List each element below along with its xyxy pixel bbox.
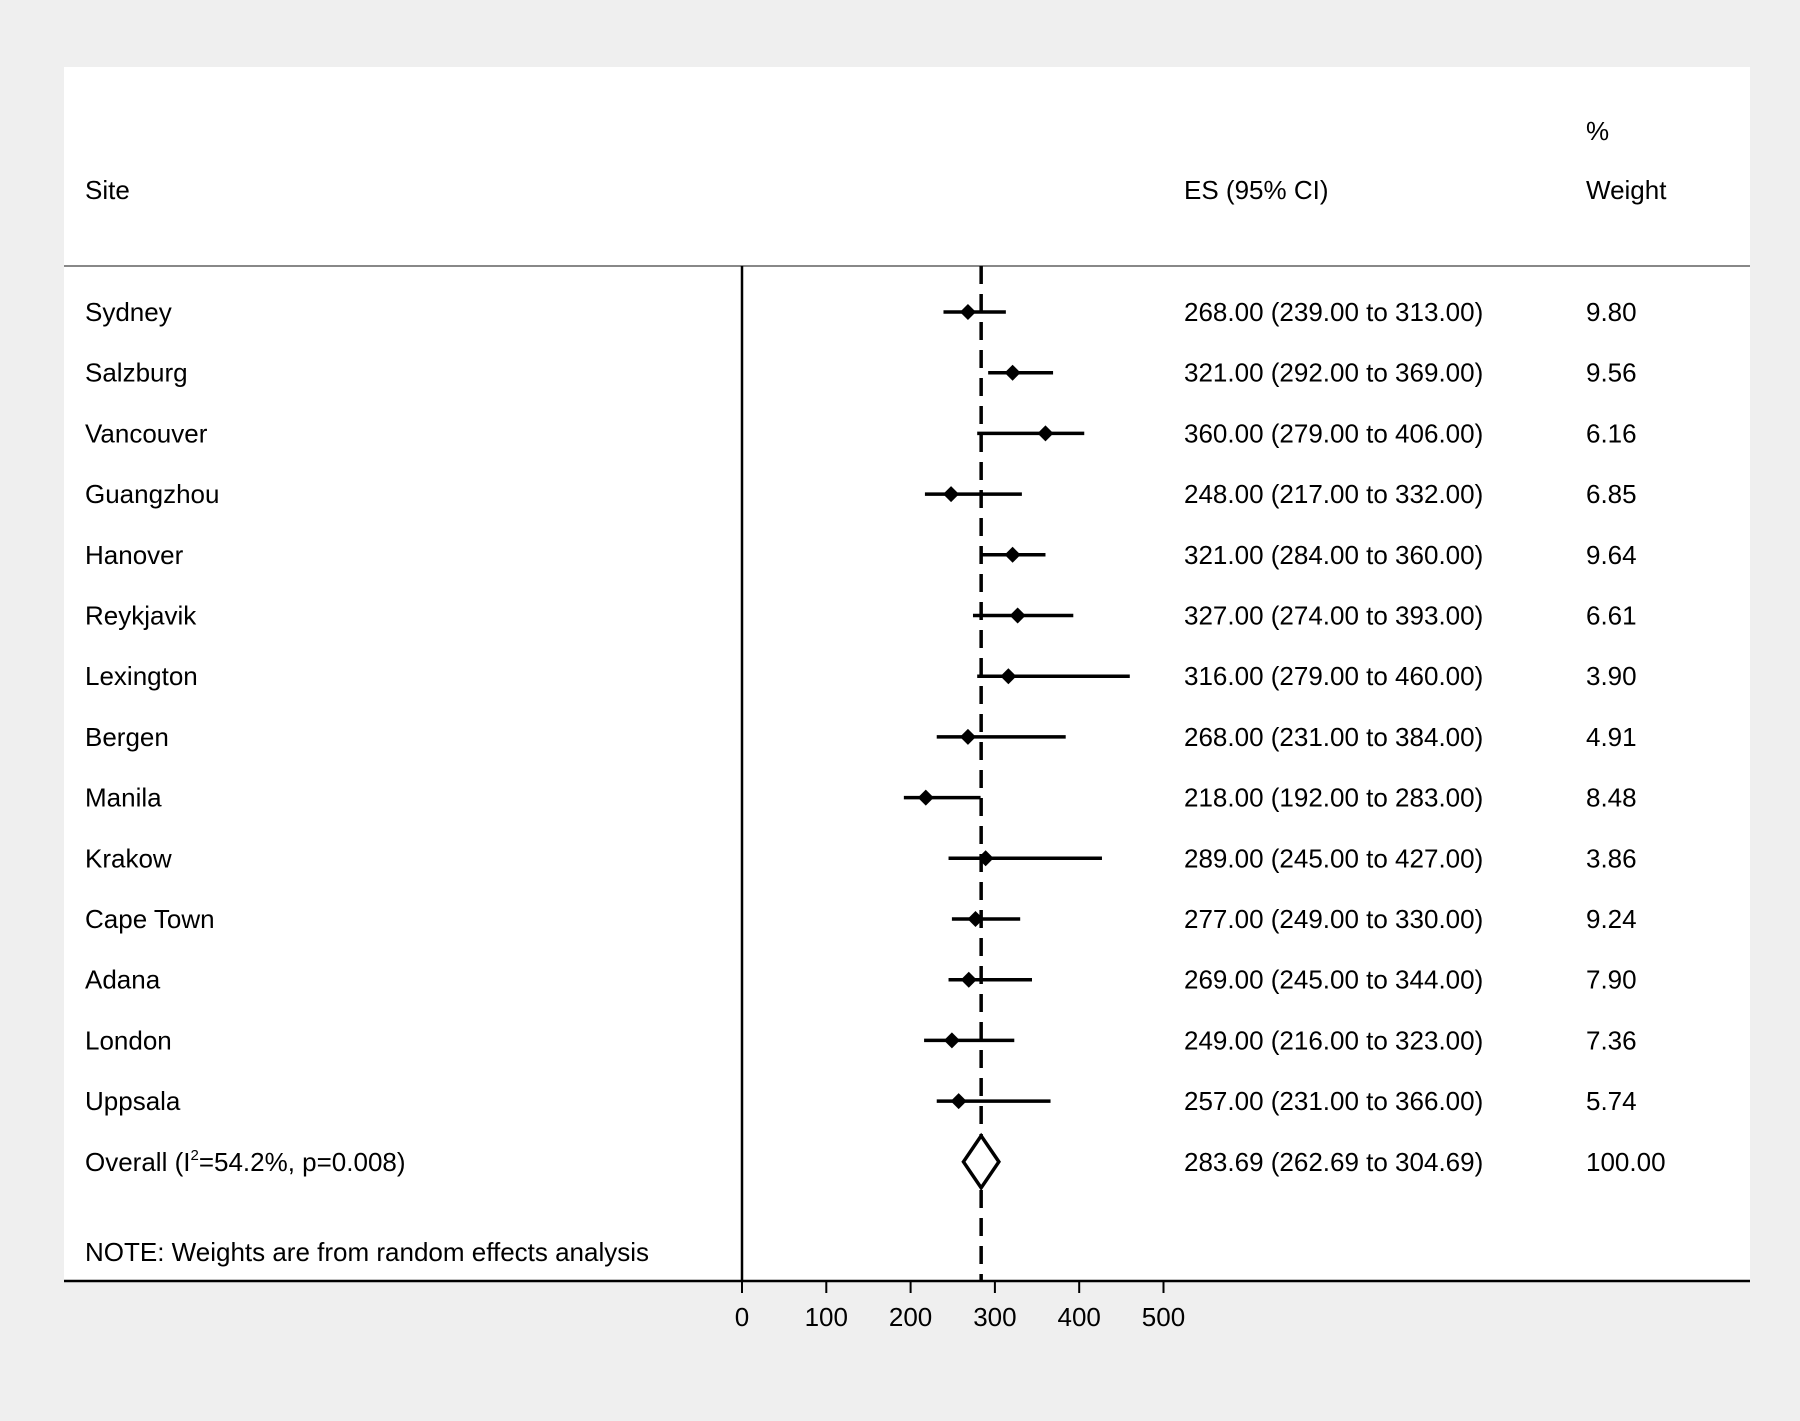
study-row: Sydney 268.00 (239.00 to 313.00) 9.80 (85, 297, 1637, 327)
point-estimate-marker (1009, 607, 1026, 624)
study-row: Guangzhou 248.00 (217.00 to 332.00) 6.85 (85, 479, 1637, 509)
site-label: Lexington (85, 661, 198, 691)
weight-value: 9.64 (1586, 540, 1637, 570)
site-label: Sydney (85, 297, 172, 327)
study-row: Cape Town 277.00 (249.00 to 330.00) 9.24 (85, 904, 1637, 934)
point-estimate-marker (1004, 546, 1021, 563)
weight-value: 9.24 (1586, 904, 1637, 934)
point-estimate-marker (959, 728, 976, 745)
weight-value: 4.91 (1586, 722, 1637, 752)
weight-value: 6.16 (1586, 418, 1637, 448)
x-tick-label: 100 (805, 1302, 848, 1332)
study-row: Lexington 316.00 (279.00 to 460.00) 3.90 (85, 661, 1637, 691)
point-estimate-marker (967, 911, 984, 927)
x-tick-label: 300 (973, 1302, 1016, 1332)
weight-value: 3.90 (1586, 661, 1637, 691)
x-tick-label: 400 (1058, 1302, 1101, 1332)
site-label: Krakow (85, 843, 172, 873)
point-estimate-marker (959, 304, 976, 320)
point-estimate-marker (977, 850, 994, 867)
es-header: ES (95% CI) (1184, 175, 1329, 205)
site-label: Hanover (85, 540, 184, 570)
site-label: Guangzhou (85, 479, 219, 509)
study-row: Bergen 268.00 (231.00 to 384.00) 4.91 (85, 722, 1637, 752)
es-ci-value: 268.00 (239.00 to 313.00) (1184, 297, 1483, 327)
point-estimate-marker (1004, 364, 1021, 381)
es-ci-value: 257.00 (231.00 to 366.00) (1184, 1086, 1483, 1116)
site-label: Bergen (85, 722, 169, 752)
es-ci-value: 327.00 (274.00 to 393.00) (1184, 601, 1483, 631)
es-ci-value: 269.00 (245.00 to 344.00) (1184, 965, 1483, 995)
site-label: Manila (85, 783, 162, 813)
overall-es-ci-value: 283.69 (262.69 to 304.69) (1184, 1147, 1483, 1177)
es-ci-value: 248.00 (217.00 to 332.00) (1184, 479, 1483, 509)
study-row: Uppsala 257.00 (231.00 to 366.00) 5.74 (85, 1086, 1637, 1116)
weight-value: 9.80 (1586, 297, 1637, 327)
site-label: London (85, 1025, 172, 1055)
study-row: Hanover 321.00 (284.00 to 360.00) 9.64 (85, 540, 1637, 570)
weight-value: 6.85 (1586, 479, 1637, 509)
weight-header: Weight (1586, 175, 1667, 205)
es-ci-value: 321.00 (292.00 to 369.00) (1184, 358, 1483, 388)
es-ci-value: 289.00 (245.00 to 427.00) (1184, 843, 1483, 873)
plot-panel (64, 67, 1750, 1280)
es-ci-value: 249.00 (216.00 to 323.00) (1184, 1025, 1483, 1055)
site-label: Adana (85, 965, 161, 995)
weight-value: 9.56 (1586, 358, 1637, 388)
study-row: Krakow 289.00 (245.00 to 427.00) 3.86 (85, 843, 1637, 873)
site-label: Reykjavik (85, 601, 197, 631)
study-row: Salzburg 321.00 (292.00 to 369.00) 9.56 (85, 358, 1637, 388)
weight-value: 8.48 (1586, 783, 1637, 813)
site-label: Salzburg (85, 358, 188, 388)
overall-label: Overall (I2=54.2%, p=0.008) (85, 1147, 406, 1177)
point-estimate-marker (1000, 668, 1017, 685)
point-estimate-marker (917, 789, 934, 806)
overall-diamond (961, 1132, 1001, 1191)
note-text: NOTE: Weights are from random effects an… (85, 1237, 649, 1267)
site-label: Uppsala (85, 1086, 181, 1116)
es-ci-value: 277.00 (249.00 to 330.00) (1184, 904, 1483, 934)
site-label: Vancouver (85, 418, 208, 448)
weight-value: 5.74 (1586, 1086, 1637, 1116)
overall-weight-value: 100.00 (1586, 1147, 1666, 1177)
weight-value: 3.86 (1586, 843, 1637, 873)
es-ci-value: 321.00 (284.00 to 360.00) (1184, 540, 1483, 570)
study-row: London 249.00 (216.00 to 323.00) 7.36 (85, 1025, 1637, 1055)
study-row: Vancouver 360.00 (279.00 to 406.00) 6.16 (85, 418, 1637, 448)
x-tick-label: 0 (735, 1302, 749, 1332)
es-ci-value: 360.00 (279.00 to 406.00) (1184, 418, 1483, 448)
point-estimate-marker (950, 1093, 967, 1110)
weight-value: 6.61 (1586, 601, 1637, 631)
x-tick-label: 200 (889, 1302, 932, 1332)
point-estimate-marker (1037, 425, 1054, 442)
es-ci-value: 316.00 (279.00 to 460.00) (1184, 661, 1483, 691)
point-estimate-marker (960, 971, 977, 988)
site-header: Site (85, 175, 130, 205)
es-ci-value: 218.00 (192.00 to 283.00) (1184, 783, 1483, 813)
es-ci-value: 268.00 (231.00 to 384.00) (1184, 722, 1483, 752)
study-row: Adana 269.00 (245.00 to 344.00) 7.90 (85, 965, 1637, 995)
x-tick-label: 500 (1142, 1302, 1185, 1332)
point-estimate-marker (943, 1032, 960, 1049)
weight-header-percent: % (1586, 116, 1609, 146)
study-row: Manila 218.00 (192.00 to 283.00) 8.48 (85, 783, 1637, 813)
study-row: Reykjavik 327.00 (274.00 to 393.00) 6.61 (85, 601, 1637, 631)
site-label: Cape Town (85, 904, 215, 934)
weight-value: 7.90 (1586, 965, 1637, 995)
point-estimate-marker (943, 486, 960, 503)
weight-value: 7.36 (1586, 1025, 1637, 1055)
